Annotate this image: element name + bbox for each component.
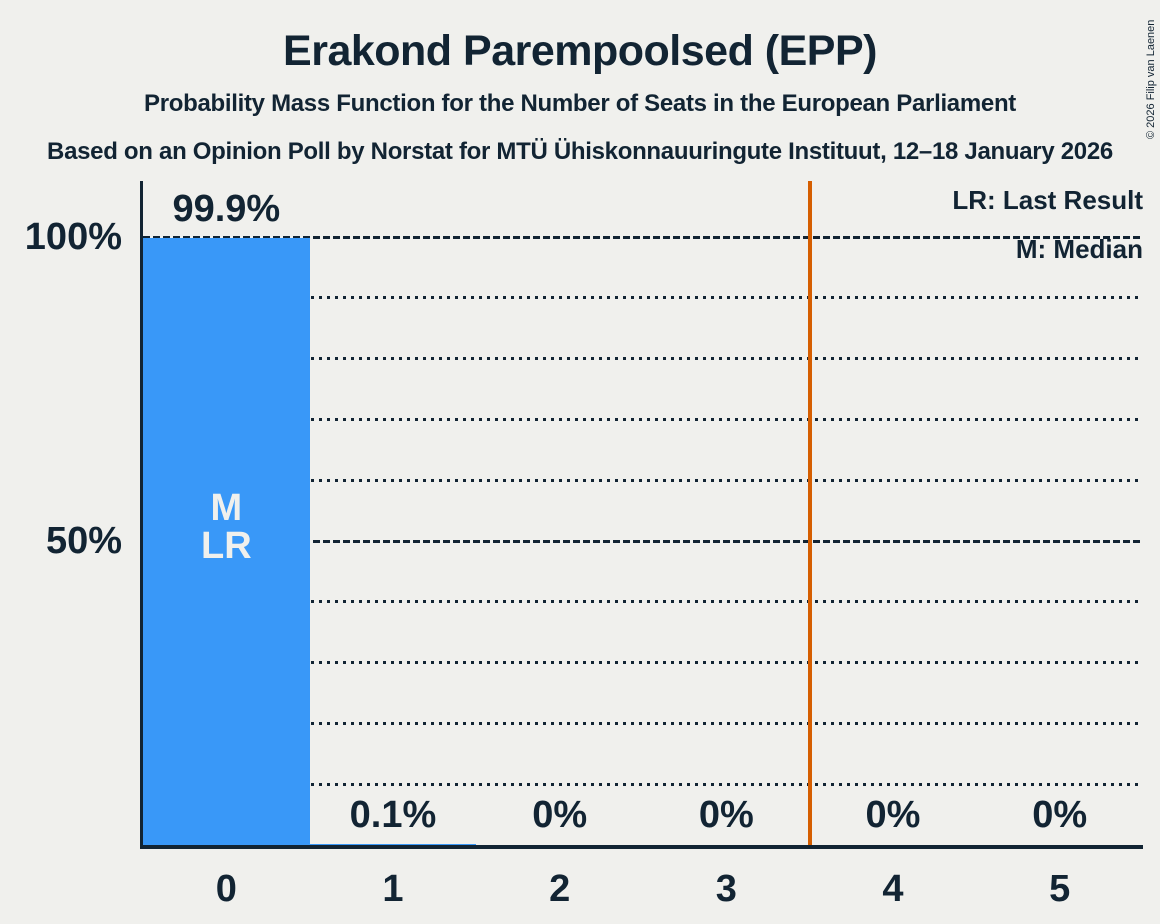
bar-0-seats (143, 237, 310, 845)
plot-area: LR: Last Result M: Median 99.9% 0.1% 0% 0% 0… (140, 181, 1143, 849)
gridline-30pct (143, 661, 1143, 665)
chart-legend: LR: Last Result M: Median (952, 176, 1143, 274)
gridline-100pct (143, 235, 1143, 239)
y-axis-label-100pct: 100% (24, 216, 122, 258)
x-axis: 0 1 2 3 4 5 (143, 866, 1143, 914)
gridline-60pct (143, 478, 1143, 482)
x-axis-label-1: 1 (382, 868, 404, 910)
x-axis-label-2: 2 (549, 868, 571, 910)
gridline-10pct (143, 782, 1143, 786)
gridline-40pct (143, 600, 1143, 604)
gridline-90pct (143, 296, 1143, 300)
probability-label-5-seats: 0% (1032, 794, 1088, 836)
gridline-80pct (143, 357, 1143, 361)
x-axis-label-0: 0 (215, 868, 237, 910)
probability-label-0-seats: 99.9% (172, 187, 281, 230)
x-axis-label-5: 5 (1049, 868, 1071, 910)
y-axis-label-50pct: 50% (45, 520, 122, 562)
median-last-result-marker: M LR (201, 487, 252, 567)
x-axis-label-3: 3 (715, 868, 737, 910)
threshold-line (807, 181, 812, 845)
chart-subtitle: Probability Mass Function for the Number… (143, 90, 1016, 117)
copyright-notice: © 2026 Filip van Laenen (1145, 19, 1157, 139)
legend-median: M: Median (1015, 234, 1143, 264)
legend-last-result: LR: Last Result (952, 185, 1143, 215)
bar-1-seats (309, 844, 477, 845)
gridline-20pct (143, 721, 1143, 725)
probability-label-4-seats: 0% (865, 794, 921, 836)
chart-title: Erakond Parempoolsed (EPP) (283, 27, 877, 75)
x-axis-label-4: 4 (882, 868, 904, 910)
chart-source-line: Based on an Opinion Poll by Norstat for … (47, 138, 1113, 165)
probability-label-2-seats: 0% (532, 794, 588, 836)
gridline-70pct (143, 417, 1143, 421)
probability-label-1-seats: 0.1% (349, 794, 437, 836)
probability-label-3-seats: 0% (698, 794, 754, 836)
gridline-50pct (143, 539, 1143, 543)
